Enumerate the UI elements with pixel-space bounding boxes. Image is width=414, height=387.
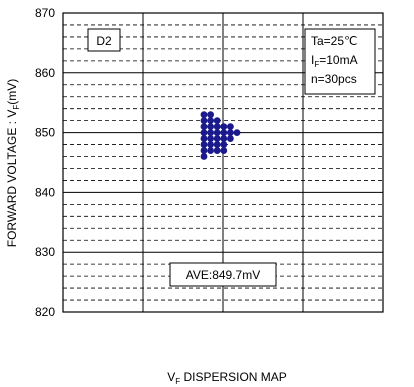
data-point (200, 147, 208, 154)
data-point (213, 147, 221, 154)
conditions-if: IF=10mA (311, 53, 358, 69)
data-point (213, 141, 221, 148)
data-point (227, 135, 234, 142)
conditions-if-rest: =10mA (319, 53, 357, 67)
y-tick-label: 840 (35, 185, 55, 199)
data-point (200, 153, 208, 160)
y-axis-label-sub: F (12, 105, 21, 110)
data-point (200, 129, 208, 137)
conditions-box: Ta=25℃ IF=10mA n=30pcs (304, 28, 376, 95)
conditions-if-sub: F (314, 60, 319, 69)
data-point (220, 135, 228, 142)
data-point (227, 123, 234, 131)
conditions-ta: Ta=25℃ (311, 34, 358, 48)
y-tick-label: 830 (35, 245, 55, 259)
y-axis-label-unit: (mV) (5, 79, 19, 105)
y-tick-label: 860 (35, 66, 55, 80)
caption-rest: DISPERSION MAP (180, 370, 287, 384)
data-point (220, 129, 228, 137)
y-tick-label: 850 (35, 126, 55, 140)
data-points (200, 111, 241, 160)
data-point (220, 141, 228, 148)
data-point (200, 117, 208, 125)
conditions-n: n=30pcs (311, 72, 357, 86)
y-axis-ticks: 820 830 840 850 860 870 (35, 6, 55, 319)
sample-id-box: D2 (87, 28, 121, 52)
data-point (200, 123, 208, 131)
data-point (207, 129, 215, 137)
data-point (213, 117, 221, 125)
data-point (207, 141, 215, 148)
data-point (207, 147, 215, 154)
data-point (220, 147, 228, 154)
y-tick-label: 870 (35, 6, 55, 20)
plot-frame (62, 12, 384, 313)
data-point (233, 129, 241, 137)
conditions-if-main: I (311, 53, 314, 67)
data-point (207, 117, 215, 125)
y-tick-label: 820 (35, 305, 55, 319)
caption-main: V (167, 370, 175, 384)
data-point (207, 111, 215, 119)
data-point (220, 123, 228, 131)
data-point (213, 123, 221, 131)
average-label: AVE:849.7mV (186, 268, 260, 282)
caption-sub: F (175, 377, 180, 386)
chart-caption: VF DISPERSION MAP (167, 370, 287, 386)
y-axis-label: FORWARD VOLTAGE : VF(mV) (5, 79, 21, 247)
average-box: AVE:849.7mV (169, 262, 277, 287)
sample-id-label: D2 (96, 34, 112, 48)
y-axis-label-main: FORWARD VOLTAGE : V (5, 110, 19, 248)
data-point (200, 111, 208, 119)
data-point (207, 135, 215, 142)
data-point (227, 129, 234, 137)
data-point (200, 141, 208, 148)
data-point (200, 135, 208, 142)
data-point (207, 123, 215, 131)
data-point (213, 135, 221, 142)
data-point (213, 129, 221, 137)
